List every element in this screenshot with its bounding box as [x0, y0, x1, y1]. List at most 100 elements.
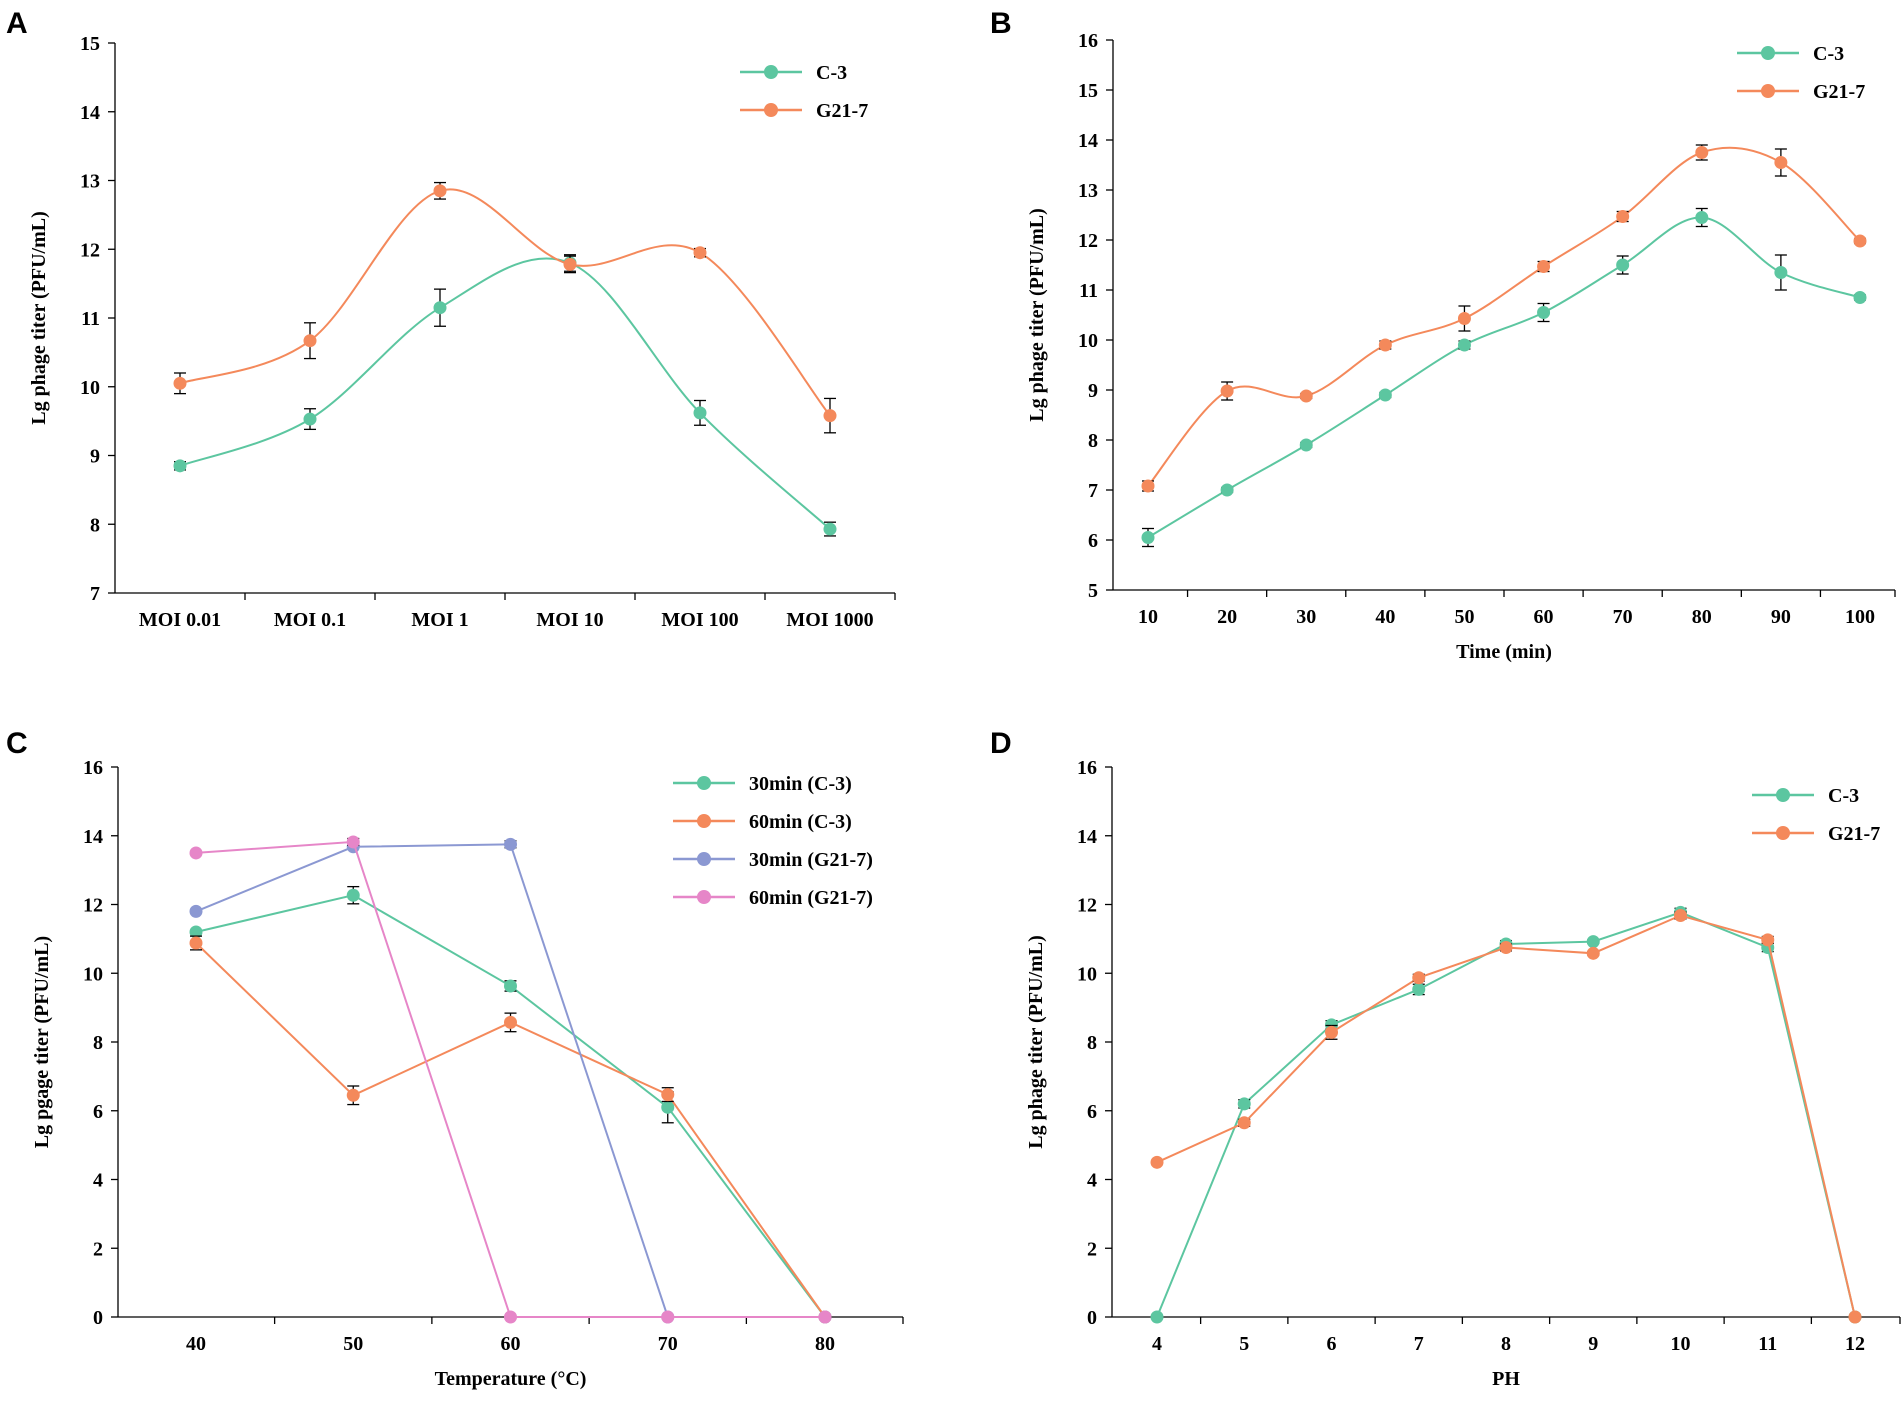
data-point [661, 1310, 675, 1324]
y-tick-label: 8 [90, 514, 100, 536]
y-axis-title-b: Lg phage titer (PFU/mL) [1026, 208, 1048, 422]
legend-marker [764, 65, 778, 79]
data-point [504, 979, 517, 993]
y-tick-label: 0 [93, 1307, 103, 1329]
y-tick-label: 16 [83, 757, 103, 779]
data-point [1237, 1097, 1251, 1111]
x-tick-label: 40 [186, 1333, 206, 1355]
x-tick-label: 7 [1414, 1333, 1424, 1355]
data-point [1695, 146, 1709, 159]
data-point [818, 1310, 832, 1324]
y-tick-label: 6 [1088, 530, 1098, 552]
panel-letter-a: A [6, 7, 28, 40]
legend-label: 60min (C-3) [749, 811, 852, 833]
legend-marker [697, 890, 711, 904]
x-tick-label: 60 [1534, 606, 1554, 628]
legend-marker [1776, 826, 1790, 840]
series-b-1: G21-7 [1141, 81, 1867, 493]
y-tick-label: 15 [80, 33, 100, 55]
y-tick-label: 16 [1077, 757, 1097, 779]
data-point [303, 412, 317, 426]
data-point [1853, 291, 1867, 304]
data-point [504, 1310, 517, 1324]
data-point [661, 1100, 675, 1114]
legend-label: G21-7 [1813, 81, 1865, 103]
x-axis-title-b: Time (min) [1456, 641, 1552, 663]
y-axis-title-a: Lg phage titer (PFU/mL) [28, 211, 50, 425]
data-point [1412, 982, 1426, 996]
series-a-0: C-3 [173, 62, 847, 537]
y-tick-label: 12 [80, 239, 100, 261]
data-point [1457, 312, 1471, 325]
panel-letter-c: C [6, 727, 28, 760]
x-axis-title-c: Temperature (°C) [435, 1368, 587, 1390]
y-tick-label: 13 [1078, 180, 1098, 202]
data-point [661, 1088, 675, 1102]
y-tick-label: 2 [93, 1238, 103, 1260]
x-tick-label: 12 [1845, 1333, 1865, 1355]
data-point [1586, 935, 1600, 949]
data-point [189, 904, 203, 918]
x-tick-label: 70 [658, 1333, 678, 1355]
data-point [1141, 479, 1155, 493]
legend-marker [764, 103, 778, 117]
data-point [1378, 338, 1392, 352]
x-tick-label: 40 [1375, 606, 1395, 628]
x-tick-label: 70 [1613, 606, 1633, 628]
data-point [346, 888, 360, 902]
legend-label: 30min (G21-7) [749, 849, 873, 871]
y-tick-label: 14 [1078, 130, 1098, 152]
y-tick-label: 6 [1087, 1101, 1097, 1123]
y-tick-label: 9 [90, 446, 100, 468]
y-tick-label: 8 [93, 1032, 103, 1054]
legend-marker [1761, 84, 1775, 98]
x-tick-label: 50 [1454, 606, 1474, 628]
data-point [563, 257, 577, 271]
y-tick-label: 7 [1088, 480, 1098, 502]
series-line [1156, 914, 1856, 1318]
legend-marker [697, 814, 711, 828]
x-tick-label: 5 [1239, 1333, 1249, 1355]
data-point [1695, 211, 1709, 224]
data-point [504, 837, 517, 851]
data-point [346, 835, 360, 849]
x-tick-label: MOI 100 [661, 609, 738, 631]
data-point [1848, 1310, 1862, 1324]
series-line [1147, 216, 1861, 539]
data-point [1299, 389, 1313, 403]
data-point [189, 846, 203, 860]
x-tick-label: 50 [343, 1333, 363, 1355]
legend-marker [697, 776, 711, 790]
y-tick-label: 10 [83, 963, 103, 985]
series-d-1: G21-7 [1150, 823, 1880, 1324]
chart-panel-d: 0 2 4 6 8 10 12 14 16 4 5 6 7 8 9 10 11 12 Lg phage titer … [1025, 757, 1901, 1390]
data-point [1220, 483, 1234, 497]
y-tick-label: 13 [80, 171, 100, 193]
y-axis-title-d: Lg phage titer (PFU/mL) [1025, 935, 1047, 1149]
series-c-2: 30min (G21-7) [189, 837, 873, 1324]
y-tick-label: 14 [83, 826, 103, 848]
data-point [173, 459, 187, 473]
chart-panel-c: 0 2 4 6 8 10 12 14 16 40 50 60 70 80 Lg pgage titer (P… [31, 757, 904, 1390]
series-line [195, 843, 825, 1318]
series-c-0: 30min (C-3) [189, 773, 852, 1324]
series-c-3: 60min (G21-7) [189, 835, 873, 1324]
data-point [1412, 971, 1426, 985]
y-tick-label: 14 [80, 102, 100, 124]
y-tick-label: 10 [80, 377, 100, 399]
y-tick-label: 4 [93, 1170, 103, 1192]
data-point [1499, 940, 1513, 954]
data-point [1774, 156, 1788, 169]
y-tick-label: 10 [1078, 330, 1098, 352]
data-point [189, 936, 203, 950]
x-tick-label: 60 [501, 1333, 521, 1355]
chart-panel-b: 5 6 7 8 9 10 11 12 13 14 15 16 10 20 30 40 50 60 70 80 90 100… [1026, 30, 1896, 663]
series-line [179, 257, 831, 530]
data-point [1378, 388, 1392, 402]
series-line [195, 894, 826, 1318]
series-c-1: 60min (C-3) [189, 811, 852, 1324]
data-point [1616, 258, 1630, 272]
data-point [504, 1015, 517, 1029]
data-point [346, 1088, 360, 1102]
